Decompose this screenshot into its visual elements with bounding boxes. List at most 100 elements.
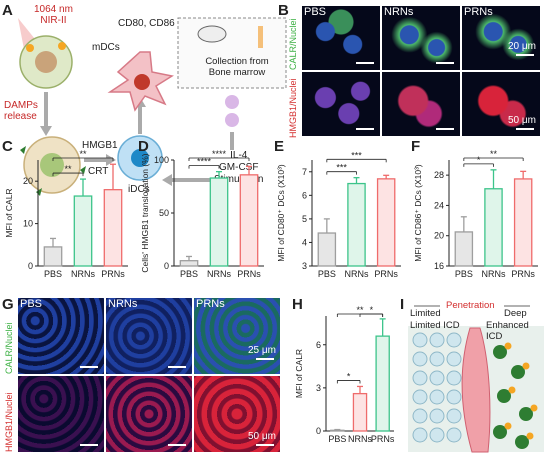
- significance-label: *: [347, 371, 351, 381]
- scale-bar: [256, 444, 274, 446]
- nanoparticle: [526, 432, 534, 440]
- tumor-cell: [412, 332, 428, 348]
- tumor-cell: [412, 427, 428, 443]
- x-tick-label: PRNs: [511, 269, 535, 279]
- collection-label: Collection from Bone marrow: [190, 56, 284, 78]
- y-tick-label: 20: [434, 231, 444, 241]
- damp-marker: [36, 188, 42, 196]
- panel-f: F 16 20 24 28 MFI of CD86⁺ DCs (X10³) PBS NRNs…: [409, 138, 546, 290]
- il4-text: IL-4: [230, 150, 248, 161]
- b-row1-stain: CALR/Nuclei: [288, 18, 298, 70]
- y-tick-label: 3: [316, 383, 321, 393]
- panel-a-schematic: [18, 17, 287, 196]
- b-prns-tag: PRNs: [464, 6, 493, 18]
- y-axis-label: MFI of CD80⁺ DCs (X10³): [276, 164, 286, 262]
- scale-bar: [356, 62, 374, 64]
- g-scale2: 50 μm: [248, 431, 276, 442]
- significance-label: ***: [336, 163, 347, 173]
- tumor-cell: [412, 389, 428, 405]
- panel-i-label: I: [400, 296, 405, 313]
- enhanced-icd-label: Enhanced ICD: [486, 320, 529, 342]
- chart-f: 16 20 24 28 MFI of CD86⁺ DCs (X10³) PBS NRNs PR…: [413, 149, 538, 279]
- scale-bar: [436, 128, 454, 130]
- b-row2-stain: HMGB1/Nuclei: [288, 78, 298, 138]
- significance-label: **: [64, 164, 72, 174]
- bar-pbs: [317, 232, 337, 267]
- panel-g: G CALR/Nuclei HMGB1/Nuclei PBS NRNs PRNs…: [0, 292, 290, 455]
- limited-icd-label: Limited ICD: [410, 320, 460, 331]
- b-calr-prns: PRNs 20 μm: [462, 6, 540, 70]
- damps-line2: release: [4, 111, 37, 122]
- x-tick-label: PRNs: [101, 269, 125, 279]
- tumor-cell: [446, 389, 462, 405]
- bar-prns: [376, 178, 396, 267]
- damps-line1: DAMPs: [4, 100, 38, 111]
- stimulation-text: Stimulation: [214, 174, 264, 185]
- chart-c: 0 10 20 MFI of CALR PBS NRNs PRNs ** **: [4, 149, 128, 279]
- panel-c: C 0 10 20 MFI of CALR PBS NRNs PRNs ** **: [0, 138, 136, 290]
- significance-label: ***: [351, 150, 362, 160]
- tumor-cell: [429, 427, 445, 443]
- panel-a: A: [0, 0, 290, 220]
- b-pbs-tag: PBS: [304, 6, 327, 18]
- tumor-cell: [429, 332, 445, 348]
- y-tick-label: 28: [434, 170, 444, 180]
- limited-label: Limited: [410, 308, 441, 319]
- idcs-label: iDCs: [128, 184, 150, 195]
- panel-b-label: B: [278, 2, 289, 19]
- icd-cell: [497, 389, 511, 403]
- significance-label: **: [490, 149, 498, 159]
- tumor-cell: [412, 370, 428, 386]
- icd-cell: [493, 425, 507, 439]
- bar-nrns: [209, 177, 229, 267]
- y-tick-label: 5: [302, 214, 307, 224]
- b-calr-nrns: NRNs: [382, 6, 460, 70]
- bar-prns: [513, 178, 533, 267]
- b-hmgb1-prns: 50 μm: [462, 72, 540, 136]
- y-tick-label: 16: [434, 261, 444, 271]
- b-scale1: 20 μm: [508, 41, 536, 52]
- laser-wavelength: 1064 nm: [34, 4, 73, 15]
- bar-nrns: [484, 188, 503, 267]
- damp-marker: [80, 166, 86, 174]
- tumor-nucleus: [35, 51, 57, 73]
- nanoparticle: [504, 422, 512, 430]
- g-hmgb1-nrns: [106, 376, 192, 452]
- g-nrns-tag: NRNs: [108, 298, 138, 310]
- bone-marrow-cell: [225, 95, 239, 109]
- scale-bar: [168, 366, 186, 368]
- nanoparticle: [530, 404, 538, 412]
- bar-nrns: [352, 392, 368, 432]
- gmcsf-text: GM-CSF: [219, 162, 259, 173]
- x-tick-label: PRNs: [371, 434, 395, 444]
- damps-label: DAMPs release: [4, 100, 38, 122]
- chart-d: 0 50 100 Cells' HMGB1 translocation (%) PBS N…: [140, 149, 264, 279]
- x-tick-label: NRNs: [345, 269, 369, 279]
- b-hmgb1-nrns: [382, 72, 460, 136]
- arrow-head: [162, 174, 172, 186]
- significance-label: **: [356, 305, 364, 315]
- panel-i-schematic: [408, 305, 544, 453]
- blood-vessel: [461, 327, 491, 453]
- y-tick-label: 3: [302, 261, 307, 271]
- y-axis-label: Cells' HMGB1 translocation (%): [140, 153, 150, 272]
- x-tick-label: PBS: [180, 269, 198, 279]
- x-tick-label: NRNs: [207, 269, 231, 279]
- collection-line1: Collection from: [205, 56, 269, 67]
- collection-box: [177, 17, 287, 89]
- arrow-head: [106, 154, 116, 166]
- chart-e: 3 4 5 6 7 MFI of CD80⁺ DCs (X10³) PBS NRNs PRNs *…: [276, 150, 401, 279]
- y-tick-label: 0: [164, 261, 169, 271]
- bar-nrns: [73, 195, 93, 267]
- tumor-cell: [446, 370, 462, 386]
- nanoparticle: [504, 342, 512, 350]
- damp-marker: [20, 146, 26, 154]
- y-tick-label: 0: [316, 426, 321, 436]
- x-tick-label: PBS: [44, 269, 62, 279]
- significance-label: *: [370, 305, 374, 315]
- panel-d-label: D: [138, 138, 149, 155]
- scale-bar: [80, 366, 98, 368]
- syringe-icon: [258, 26, 263, 48]
- panel-i: I Limited Penetration Deep Limited ICD E…: [400, 292, 546, 455]
